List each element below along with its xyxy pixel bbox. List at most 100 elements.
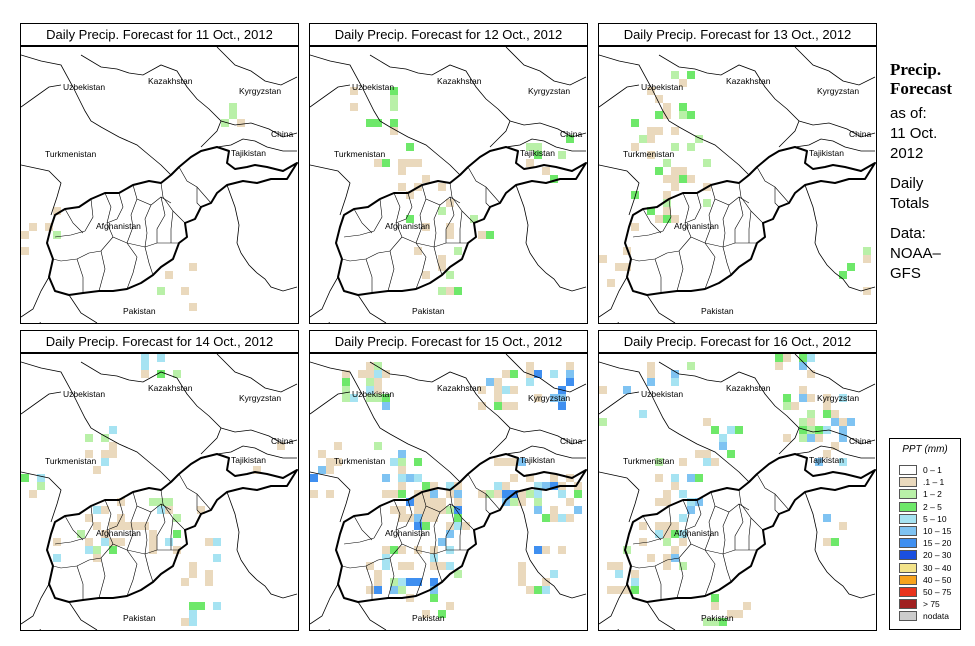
- precip-cell: [550, 482, 558, 490]
- country-label-china: China: [271, 436, 293, 446]
- precip-cell: [719, 618, 727, 626]
- panel-title: Daily Precip. Forecast for 12 Oct., 2012: [309, 23, 588, 46]
- precip-cell: [542, 482, 550, 490]
- precip-cell: [783, 354, 791, 362]
- precip-cell: [518, 570, 526, 578]
- province-border: [144, 204, 152, 248]
- province-border: [704, 198, 716, 244]
- precip-cell: [374, 370, 382, 378]
- precip-cell: [462, 522, 470, 530]
- precip-cell: [438, 183, 446, 191]
- panel-2: Daily Precip. Forecast for 12 Oct., 2012…: [309, 23, 588, 324]
- precip-cell: [366, 370, 374, 378]
- country-label-china: China: [560, 129, 582, 139]
- country-border: [529, 252, 587, 292]
- precip-cell: [101, 458, 109, 466]
- province-border: [642, 208, 662, 234]
- map-canvas: Uzbekistan Kazakhstan Kyrgyzstan China Turkm…: [21, 47, 298, 323]
- province-border: [710, 184, 750, 206]
- precip-cell: [85, 514, 93, 522]
- precip-cell: [663, 103, 671, 111]
- province-border: [104, 192, 128, 244]
- precip-cell: [839, 434, 847, 442]
- precip-cell: [510, 474, 518, 482]
- country-label-iran: Iran: [39, 627, 54, 630]
- precip-cell: [534, 370, 542, 378]
- precip-cell: [599, 255, 607, 263]
- precip-cell: [518, 578, 526, 586]
- precip-cell: [350, 394, 358, 402]
- precip-cell: [847, 263, 855, 271]
- precip-cell: [863, 287, 871, 295]
- afghanistan-border: [624, 453, 876, 603]
- precip-cell: [839, 271, 847, 279]
- country-border: [505, 354, 587, 393]
- precip-cell: [799, 362, 807, 370]
- precip-cell: [37, 482, 45, 490]
- province-border: [160, 489, 186, 531]
- precip-cell: [783, 434, 791, 442]
- precip-cell: [454, 506, 462, 514]
- country-border: [21, 54, 172, 176]
- data-source-1: NOAA–: [890, 245, 941, 262]
- precip-cell: [374, 159, 382, 167]
- country-label-pakistan: Pakistan: [412, 613, 445, 623]
- precip-cell: [53, 538, 61, 546]
- precip-cells: [21, 354, 285, 626]
- precip-cell: [631, 570, 639, 578]
- precip-cell: [454, 482, 462, 490]
- precip-cell: [663, 490, 671, 498]
- precip-cell: [502, 386, 510, 394]
- province-border: [756, 166, 790, 204]
- forecast-map: Uzbekistan Kazakhstan Kyrgyzstan China Turkm…: [309, 46, 588, 324]
- precip-cell: [711, 602, 719, 610]
- precip-cell: [117, 498, 125, 506]
- province-border: [774, 187, 780, 208]
- province-border: [341, 236, 403, 262]
- country-label-afghanistan: Afghanistan: [674, 528, 719, 538]
- precip-cell: [647, 554, 655, 562]
- precip-cell: [631, 119, 639, 127]
- province-border: [54, 198, 94, 238]
- province-border: [415, 549, 427, 597]
- legend-label: 15 – 20: [923, 538, 952, 549]
- province-border: [676, 557, 684, 599]
- precip-cell: [149, 538, 157, 546]
- precip-cell: [663, 538, 671, 546]
- precip-cell: [141, 354, 149, 362]
- precip-cell: [406, 594, 414, 602]
- legend-swatch: [899, 489, 917, 500]
- province-border: [734, 196, 744, 243]
- precip-cell: [406, 159, 414, 167]
- data-source-label: Data:: [890, 225, 926, 242]
- precip-cell: [823, 394, 831, 402]
- afghanistan-border: [624, 146, 876, 296]
- precip-cell: [382, 562, 390, 570]
- country-border: [21, 391, 62, 415]
- country-border: [357, 601, 387, 630]
- precip-cell: [438, 562, 446, 570]
- precip-cell: [486, 378, 494, 386]
- precip-cell: [398, 159, 406, 167]
- precip-cell: [374, 442, 382, 450]
- country-label-kazakhstan: Kazakhstan: [437, 76, 482, 86]
- precip-cell: [799, 354, 807, 362]
- precip-cell: [807, 394, 815, 402]
- legend-item: 40 – 50: [899, 574, 959, 586]
- precip-cell: [366, 394, 374, 402]
- precip-cell: [703, 618, 711, 626]
- province-border: [353, 515, 373, 541]
- precip-cell: [663, 111, 671, 119]
- country-label-uzbekistan: Uzbekistan: [641, 389, 683, 399]
- precip-cell: [422, 490, 430, 498]
- country-border: [505, 138, 586, 152]
- country-border: [21, 164, 62, 216]
- precip-cell: [390, 490, 398, 498]
- precip-cell: [93, 546, 101, 554]
- precip-cell: [703, 159, 711, 167]
- precip-cell: [534, 394, 542, 402]
- precip-cell: [446, 602, 454, 610]
- precip-cell: [671, 530, 679, 538]
- precip-cell: [117, 538, 125, 546]
- country-border: [818, 559, 876, 599]
